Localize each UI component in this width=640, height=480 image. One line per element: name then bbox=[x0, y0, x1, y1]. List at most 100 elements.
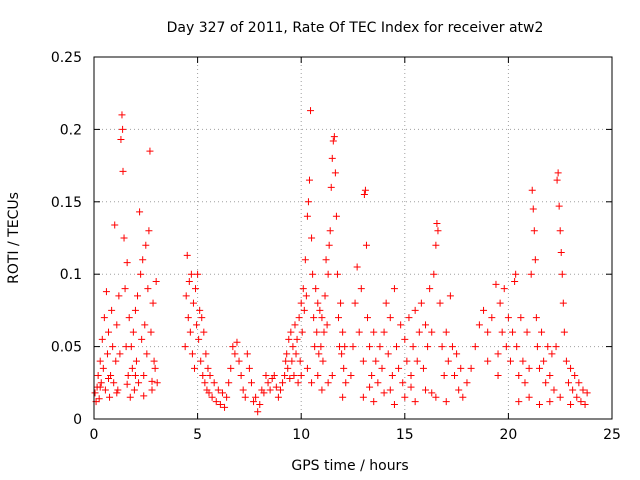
data-point bbox=[530, 227, 538, 235]
data-point bbox=[436, 299, 444, 307]
data-point bbox=[569, 386, 577, 394]
data-point bbox=[144, 285, 152, 293]
data-point bbox=[225, 379, 233, 387]
data-point bbox=[186, 328, 194, 336]
plot-frame bbox=[93, 56, 613, 420]
data-point bbox=[106, 393, 114, 401]
data-point bbox=[227, 364, 235, 372]
data-point bbox=[411, 306, 419, 314]
data-point bbox=[302, 292, 310, 300]
data-point bbox=[208, 393, 216, 401]
data-point bbox=[330, 133, 338, 141]
data-point bbox=[339, 393, 347, 401]
data-point bbox=[142, 241, 150, 249]
data-point bbox=[148, 377, 156, 385]
data-point bbox=[525, 393, 533, 401]
data-point bbox=[546, 398, 554, 406]
data-point bbox=[560, 328, 568, 336]
data-point bbox=[305, 176, 313, 184]
data-point bbox=[442, 328, 450, 336]
data-point bbox=[205, 389, 213, 397]
data-point bbox=[523, 328, 531, 336]
data-point bbox=[197, 357, 205, 365]
data-point bbox=[140, 392, 148, 400]
data-point bbox=[419, 364, 427, 372]
data-point bbox=[136, 208, 144, 216]
data-point bbox=[300, 306, 308, 314]
data-point bbox=[113, 389, 121, 397]
data-point bbox=[331, 169, 339, 177]
data-point bbox=[553, 176, 561, 184]
data-point bbox=[286, 374, 294, 382]
data-point bbox=[353, 263, 361, 271]
data-point bbox=[241, 393, 249, 401]
data-point bbox=[324, 270, 332, 278]
data-point bbox=[432, 393, 440, 401]
data-point bbox=[351, 299, 359, 307]
data-point bbox=[283, 350, 291, 358]
data-point bbox=[463, 379, 471, 387]
x-tick-label: 25 bbox=[603, 427, 621, 443]
data-point bbox=[243, 350, 251, 358]
data-point bbox=[430, 270, 438, 278]
data-point bbox=[355, 328, 363, 336]
data-point bbox=[498, 328, 506, 336]
data-point bbox=[405, 314, 413, 322]
data-point bbox=[535, 401, 543, 409]
data-point bbox=[120, 234, 128, 242]
data-point bbox=[448, 343, 456, 351]
data-point bbox=[506, 357, 514, 365]
data-point bbox=[451, 372, 459, 380]
data-point bbox=[361, 186, 369, 194]
data-point bbox=[282, 357, 290, 365]
data-point bbox=[137, 270, 145, 278]
data-point bbox=[303, 212, 311, 220]
data-point bbox=[531, 256, 539, 264]
data-point bbox=[247, 379, 255, 387]
data-point bbox=[183, 251, 191, 259]
data-point bbox=[153, 379, 161, 387]
data-point bbox=[332, 212, 340, 220]
data-point bbox=[145, 227, 153, 235]
data-point bbox=[295, 314, 303, 322]
data-point bbox=[397, 321, 405, 329]
data-point bbox=[399, 379, 407, 387]
data-point bbox=[360, 191, 368, 199]
data-point bbox=[403, 357, 411, 365]
data-point bbox=[488, 314, 496, 322]
data-point bbox=[301, 256, 309, 264]
data-points bbox=[91, 107, 591, 416]
data-point bbox=[105, 374, 113, 382]
data-point bbox=[113, 321, 121, 329]
data-point bbox=[281, 372, 289, 380]
data-point bbox=[325, 241, 333, 249]
data-point bbox=[494, 372, 502, 380]
data-point bbox=[362, 241, 370, 249]
data-point bbox=[108, 306, 116, 314]
data-point bbox=[294, 379, 302, 387]
data-point bbox=[112, 357, 120, 365]
data-point bbox=[380, 328, 388, 336]
data-point bbox=[575, 379, 583, 387]
data-point bbox=[424, 343, 432, 351]
data-point bbox=[139, 256, 147, 264]
data-point bbox=[125, 314, 133, 322]
data-point bbox=[496, 299, 504, 307]
data-point bbox=[542, 379, 550, 387]
data-point bbox=[440, 372, 448, 380]
data-point bbox=[194, 270, 202, 278]
y-tick-label: 0 bbox=[73, 412, 82, 428]
data-point bbox=[409, 343, 417, 351]
data-point bbox=[316, 306, 324, 314]
data-point bbox=[97, 379, 105, 387]
data-point bbox=[359, 357, 367, 365]
data-point bbox=[131, 306, 139, 314]
y-axis-label: ROTI / TECUs bbox=[6, 192, 22, 284]
data-point bbox=[323, 321, 331, 329]
data-point bbox=[548, 350, 556, 358]
data-point bbox=[581, 401, 589, 409]
data-point bbox=[453, 350, 461, 358]
data-point bbox=[517, 314, 525, 322]
data-point bbox=[544, 343, 552, 351]
